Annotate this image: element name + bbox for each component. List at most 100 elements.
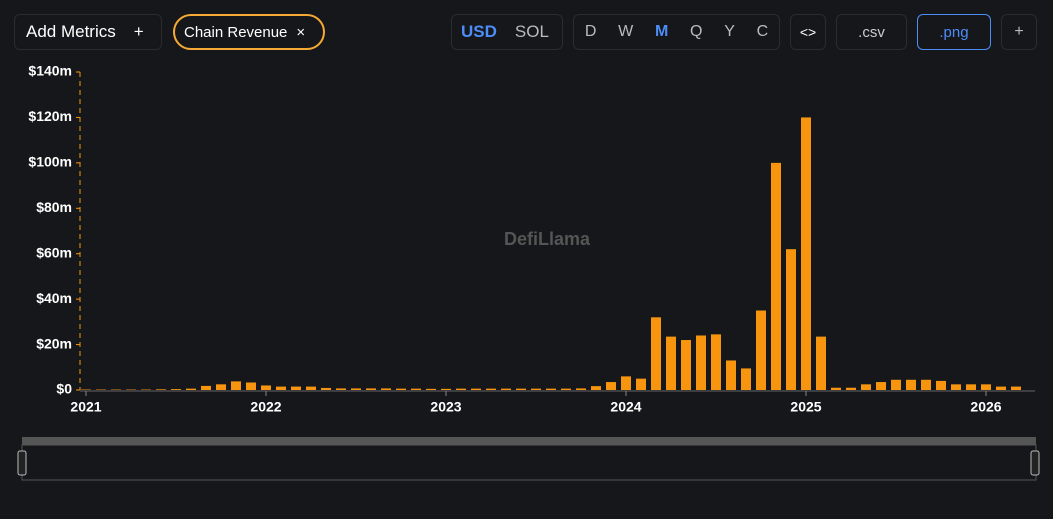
metric-chip[interactable]: Chain Revenue × xyxy=(173,14,325,50)
bar xyxy=(876,382,886,390)
x-tick-label: 2025 xyxy=(790,399,821,415)
bar xyxy=(246,382,256,390)
x-tick-label: 2022 xyxy=(250,399,281,415)
bar xyxy=(681,340,691,390)
y-tick-label: $140m xyxy=(28,63,72,79)
bar xyxy=(981,384,991,390)
x-tick-label: 2024 xyxy=(610,399,641,415)
bar xyxy=(261,385,271,390)
period[interactable]: D xyxy=(584,23,597,40)
bar xyxy=(426,388,436,390)
currency-toggle: USD SOL xyxy=(451,14,563,50)
bar xyxy=(201,385,211,390)
bar xyxy=(396,388,406,390)
bar xyxy=(456,388,466,390)
bar xyxy=(816,336,826,390)
label: Chain Revenue xyxy=(184,23,288,41)
x-tick-label: 2021 xyxy=(70,399,101,415)
bar xyxy=(516,388,526,390)
bar xyxy=(606,382,616,390)
period[interactable]: W xyxy=(618,23,634,40)
bar xyxy=(276,386,286,390)
icon: + xyxy=(133,22,144,41)
bar xyxy=(591,386,601,390)
bar xyxy=(756,310,766,390)
bar xyxy=(366,388,376,390)
bar xyxy=(546,388,556,390)
period[interactable]: Y xyxy=(724,23,735,40)
y-tick-label: $40m xyxy=(36,290,72,306)
period[interactable]: M xyxy=(654,23,669,40)
y-tick-label: $0 xyxy=(56,381,72,397)
bar xyxy=(1011,386,1021,390)
slider-handle[interactable] xyxy=(1030,450,1040,476)
bar xyxy=(906,379,916,390)
bar xyxy=(351,388,361,390)
bar xyxy=(336,388,346,390)
bar xyxy=(411,388,421,390)
embed[interactable]: <> xyxy=(790,14,826,50)
bar xyxy=(486,388,496,390)
bar xyxy=(186,388,196,390)
bar xyxy=(801,117,811,390)
bar xyxy=(216,384,226,390)
bar xyxy=(321,387,331,390)
currency[interactable]: SOL xyxy=(514,22,549,41)
icon: + xyxy=(1014,23,1024,40)
icon: <> xyxy=(799,24,817,40)
bar xyxy=(996,386,1006,390)
add-button[interactable]: + xyxy=(1001,14,1037,50)
bar xyxy=(936,380,946,390)
bar xyxy=(831,387,841,390)
slider-window[interactable] xyxy=(21,444,1037,481)
bar xyxy=(951,384,961,390)
bar xyxy=(861,384,871,390)
bar xyxy=(231,381,241,390)
label: Add Metrics xyxy=(26,22,116,41)
bar xyxy=(696,335,706,390)
label: .csv xyxy=(858,23,885,41)
csv-button[interactable]: .csv xyxy=(836,14,907,50)
bar xyxy=(726,360,736,390)
currency[interactable]: USD xyxy=(461,22,497,41)
bar xyxy=(291,386,301,390)
y-tick-label: $120m xyxy=(28,108,72,124)
bar xyxy=(561,388,571,390)
bar xyxy=(531,388,541,390)
add-metrics[interactable]: Add Metrics + xyxy=(14,14,162,50)
bar xyxy=(156,389,166,390)
y-tick-label: $80m xyxy=(36,199,72,215)
bar xyxy=(891,379,901,390)
watermark: DefiLlama xyxy=(504,229,591,249)
period[interactable]: C xyxy=(756,23,769,40)
bar xyxy=(636,378,646,390)
period[interactable]: Q xyxy=(690,23,703,40)
bar xyxy=(921,379,931,390)
slider-handle[interactable] xyxy=(17,450,27,476)
bar xyxy=(741,368,751,390)
x-tick-label: 2026 xyxy=(970,399,1001,415)
bar xyxy=(621,376,631,390)
bar xyxy=(771,162,781,390)
bar xyxy=(306,386,316,390)
bar xyxy=(171,389,181,390)
y-tick-label: $20m xyxy=(36,335,72,351)
x-tick-label: 2023 xyxy=(430,399,461,415)
label: .png xyxy=(939,23,969,41)
png-button[interactable]: .png xyxy=(917,14,991,50)
close[interactable]: × xyxy=(296,23,306,41)
bar xyxy=(651,317,661,390)
bar xyxy=(501,388,511,390)
y-tick-label: $60m xyxy=(36,244,72,260)
bar xyxy=(666,336,676,390)
bar xyxy=(471,388,481,390)
y-tick-label: $100m xyxy=(28,154,72,170)
bar xyxy=(711,334,721,390)
bar xyxy=(786,249,796,390)
bar xyxy=(381,388,391,390)
bar xyxy=(576,388,586,390)
bar xyxy=(966,384,976,390)
